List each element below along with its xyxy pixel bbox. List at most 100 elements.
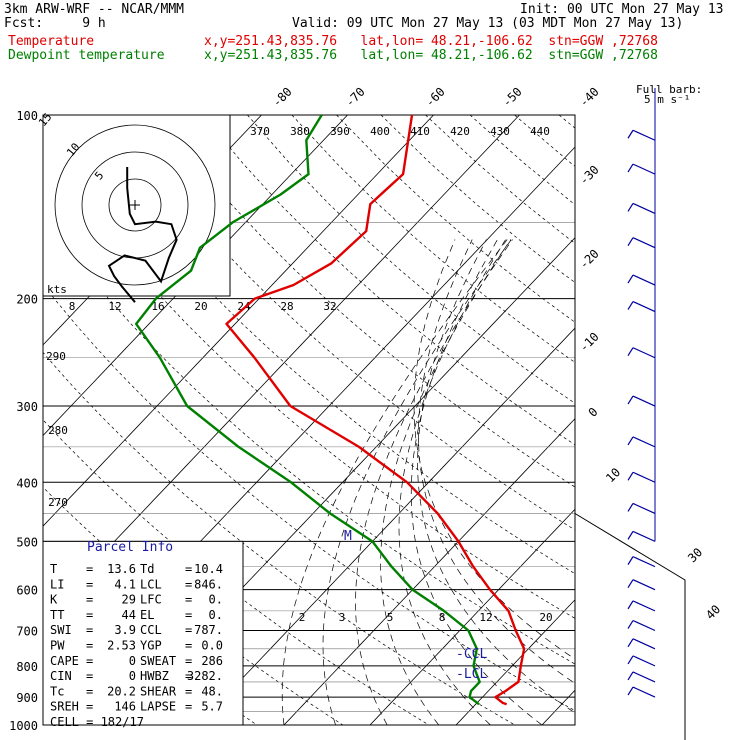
parcel-key: LI bbox=[50, 577, 64, 591]
valid-time: Valid: 09 UTC Mon 27 May 13 (03 MDT Mon … bbox=[292, 16, 684, 31]
parcel-key: CAPE bbox=[50, 654, 79, 668]
isotherm-label--40: -40 bbox=[577, 85, 602, 110]
wind-barb bbox=[632, 129, 656, 141]
side-theta-label-290: 290 bbox=[46, 350, 66, 363]
wind-barb bbox=[632, 600, 656, 612]
model-title: 3km ARW-WRF -- NCAR/MMM bbox=[4, 2, 185, 17]
parcel-key: PW bbox=[50, 639, 65, 653]
parcel-value: 5.7 bbox=[201, 700, 223, 714]
mixing-ratio-low-label-5: 5 bbox=[387, 611, 394, 624]
wind-barb-flag bbox=[627, 203, 634, 212]
wind-barb bbox=[632, 301, 656, 313]
wind-barb-flag bbox=[627, 129, 634, 139]
wind-barb-flag bbox=[627, 686, 634, 696]
parcel-eq: = bbox=[86, 608, 93, 622]
dry-adiabat-line bbox=[604, 115, 740, 725]
init-time: Init: 00 UTC Mon 27 May 13 bbox=[520, 2, 724, 17]
theta-label-380: 380 bbox=[290, 125, 310, 138]
barb-legend-unit: 5 m s⁻¹ bbox=[644, 93, 690, 106]
moist-adiabat-line bbox=[355, 239, 513, 725]
parcel-key: HWBZ bbox=[140, 669, 169, 683]
parcel-eq: = bbox=[185, 562, 192, 576]
parcel-key: SHEAR bbox=[140, 684, 177, 698]
parcel-eq: = bbox=[86, 700, 93, 714]
parcel-value: 0.0 bbox=[201, 639, 223, 653]
parcel-key: Tc bbox=[50, 684, 64, 698]
annotations: -CCL -LCL M bbox=[344, 529, 487, 682]
barb-region-boundary bbox=[574, 513, 686, 740]
isotherm-label-0: 0 bbox=[586, 405, 601, 420]
parcel-value: 29 bbox=[122, 593, 136, 607]
mixing-ratio-low-label-20: 20 bbox=[539, 611, 552, 624]
mixing-ratio-low-label-3: 3 bbox=[339, 611, 346, 624]
barb-legend-title: Full barb: bbox=[636, 83, 702, 96]
profile-marker-label: M bbox=[344, 529, 352, 544]
parcel-cell: CELL = 182/17 bbox=[50, 715, 144, 729]
wind-barb-flag bbox=[627, 395, 634, 405]
isotherm-line bbox=[628, 115, 740, 725]
hodograph-trace bbox=[107, 167, 178, 303]
wind-barb-flag bbox=[627, 556, 634, 565]
wind-barb bbox=[632, 502, 656, 515]
parcel-eq: = bbox=[86, 654, 93, 668]
wind-barbs: Full barb:5 m s⁻¹ bbox=[574, 83, 702, 740]
dry-adiabat-line bbox=[336, 115, 575, 323]
wind-barb-flag bbox=[627, 237, 634, 246]
mixing-ratio-low-label-2: 2 bbox=[299, 611, 306, 624]
parcel-eq: = bbox=[185, 684, 192, 698]
parcel-eq: = bbox=[86, 562, 93, 576]
wind-barb bbox=[632, 579, 656, 591]
dry-adiabat-line bbox=[648, 115, 740, 725]
pressure-label-600: 600 bbox=[16, 584, 38, 598]
dry-adiabat-line bbox=[247, 115, 575, 404]
wind-barb bbox=[632, 436, 656, 448]
parcel-value: 0. bbox=[209, 593, 223, 607]
parcel-key: YGP bbox=[140, 639, 162, 653]
isotherm-label--70: -70 bbox=[343, 85, 368, 110]
wind-barb bbox=[632, 202, 656, 214]
wind-barb-flag bbox=[627, 620, 634, 629]
pressure-label-200: 200 bbox=[16, 293, 38, 307]
parcel-value: 0 bbox=[129, 669, 136, 683]
parcel-value: 10.4 bbox=[194, 562, 223, 576]
pressure-label-1000: 1000 bbox=[9, 719, 38, 733]
isotherm-line bbox=[714, 115, 740, 725]
side-theta-label-280: 280 bbox=[48, 424, 68, 437]
mixing-ratio-label-32: 32 bbox=[323, 300, 336, 313]
theta-label-390: 390 bbox=[330, 125, 350, 138]
parcel-key: CCL bbox=[140, 623, 162, 637]
parcel-value: 3282. bbox=[187, 669, 223, 683]
temperature-legend-label: Temperature bbox=[8, 34, 95, 49]
parcel-value: 4.1 bbox=[114, 577, 136, 591]
parcel-value: 2.53 bbox=[107, 639, 136, 653]
pressure-label-700: 700 bbox=[16, 625, 38, 639]
isotherm-line bbox=[0, 115, 4, 725]
parcel-key: TT bbox=[50, 608, 64, 622]
pressure-label-400: 400 bbox=[16, 476, 38, 490]
wind-barb bbox=[632, 638, 656, 650]
parcel-eq: = bbox=[185, 639, 192, 653]
dry-adiabat-line bbox=[469, 115, 575, 206]
isotherm-label-40: 40 bbox=[703, 602, 723, 622]
parcel-eq: = bbox=[86, 669, 93, 683]
pressure-labels: 100 200 300 400 500 600 700 800 900 1000 bbox=[9, 109, 38, 733]
isotherm-label--10: -10 bbox=[577, 330, 602, 355]
parcel-key: EL bbox=[140, 608, 154, 622]
dry-adiabat-line bbox=[425, 115, 575, 244]
wind-barb-flag bbox=[627, 347, 634, 357]
parcel-value: 846. bbox=[194, 577, 223, 591]
parcel-value: 0. bbox=[209, 608, 223, 622]
wind-barb bbox=[632, 671, 656, 683]
parcel-key: SWEAT bbox=[140, 654, 176, 668]
wind-barb bbox=[632, 619, 656, 632]
pressure-label-500: 500 bbox=[16, 535, 38, 549]
theta-label-410: 410 bbox=[410, 125, 430, 138]
moist-adiabat-line bbox=[418, 239, 575, 684]
parcel-info-title: Parcel Info bbox=[87, 540, 173, 555]
wind-barb-flag bbox=[627, 638, 634, 648]
theta-label-370: 370 bbox=[250, 125, 270, 138]
parcel-key: K bbox=[50, 593, 58, 607]
